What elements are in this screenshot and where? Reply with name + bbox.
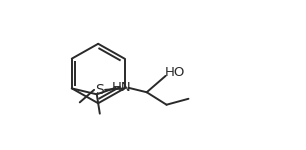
Text: S: S [95,83,104,97]
Text: HN: HN [112,81,132,94]
Text: HO: HO [165,66,185,79]
